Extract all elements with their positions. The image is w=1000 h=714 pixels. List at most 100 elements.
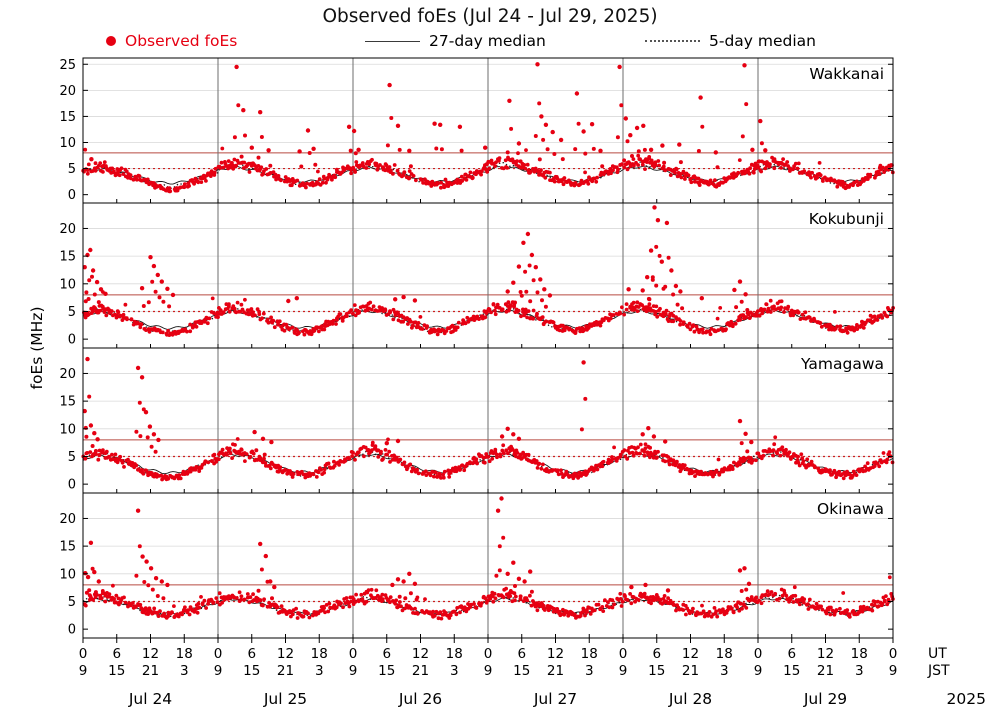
day-label: Jul 26 [398, 690, 442, 708]
jst-tick-label: 15 [243, 663, 260, 679]
station-label: Okinawa [817, 500, 884, 518]
jst-tick-label: 3 [720, 663, 729, 679]
jst-tick-label: 21 [547, 663, 564, 679]
y-tick-label: 0 [68, 623, 76, 638]
day-label: Jul 28 [668, 690, 712, 708]
legend-observed: Observed foEs [106, 32, 237, 50]
day-label: Jul 25 [263, 690, 307, 708]
ut-tick-label: 12 [682, 646, 699, 662]
jst-tick-label: 9 [754, 663, 763, 679]
y-tick-label: 10 [59, 277, 76, 292]
y-tick-label: 0 [68, 333, 76, 348]
jst-tick-label: 15 [108, 663, 125, 679]
y-tick-label: 5 [68, 162, 76, 177]
ut-tick-label: 18 [581, 646, 598, 662]
y-tick-label: 15 [59, 110, 76, 125]
day-label: Jul 27 [533, 690, 577, 708]
legend-median27: 27-day median [365, 32, 546, 50]
ut-tick-label: 12 [817, 646, 834, 662]
y-tick-label: 10 [59, 136, 76, 151]
y-tick-label: 5 [68, 305, 76, 320]
y-tick-label: 15 [59, 540, 76, 555]
y-tick-label: 20 [59, 84, 76, 99]
jst-tick-label: 9 [619, 663, 628, 679]
jst-tick-label: 3 [450, 663, 459, 679]
day-label: Jul 29 [803, 690, 847, 708]
jst-tick-label: 3 [180, 663, 189, 679]
station-label: Yamagawa [800, 355, 884, 373]
ut-tick-label: 12 [277, 646, 294, 662]
jst-tick-label: 9 [349, 663, 358, 679]
chart-title: Observed foEs (Jul 24 - Jul 29, 2025) [322, 6, 658, 27]
jst-tick-label: 15 [378, 663, 395, 679]
y-tick-label: 10 [59, 422, 76, 437]
jst-tick-label: 3 [855, 663, 864, 679]
ut-tick-label: 6 [247, 646, 256, 662]
ut-tick-label: 18 [446, 646, 463, 662]
jst-tick-label: 15 [648, 663, 665, 679]
y-tick-label: 0 [68, 188, 76, 203]
y-tick-label: 20 [59, 512, 76, 527]
jst-unit-label: JST [927, 663, 950, 679]
legend-median5-label: 5-day median [709, 32, 816, 50]
ut-tick-label: 12 [412, 646, 429, 662]
y-tick-label: 15 [59, 395, 76, 410]
ut-tick-label: 0 [754, 646, 763, 662]
ut-tick-label: 0 [484, 646, 493, 662]
ut-tick-label: 18 [311, 646, 328, 662]
observed-points [81, 62, 895, 194]
y-tick-label: 5 [68, 450, 76, 465]
ut-unit-label: UT [928, 646, 947, 662]
jst-tick-label: 15 [513, 663, 530, 679]
ut-tick-label: 6 [652, 646, 661, 662]
ut-tick-label: 6 [517, 646, 526, 662]
ut-tick-label: 0 [349, 646, 358, 662]
ut-tick-label: 6 [787, 646, 796, 662]
legend-median5: 5-day median [645, 32, 816, 50]
jst-tick-label: 3 [585, 663, 594, 679]
jst-tick-label: 21 [682, 663, 699, 679]
legend-observed-label: Observed foEs [125, 32, 238, 50]
y-tick-label: 10 [59, 567, 76, 582]
jst-tick-label: 3 [315, 663, 324, 679]
observed-points [82, 205, 895, 337]
solid-line-icon [365, 40, 420, 42]
ut-tick-label: 0 [889, 646, 898, 662]
dotted-line-icon [645, 40, 700, 42]
observed-points [82, 496, 895, 621]
legend-median27-label: 27-day median [429, 32, 546, 50]
jst-tick-label: 21 [412, 663, 429, 679]
ut-tick-label: 18 [716, 646, 733, 662]
jst-tick-label: 9 [889, 663, 898, 679]
y-tick-label: 20 [59, 367, 76, 382]
median5-line [82, 161, 891, 190]
ut-tick-label: 0 [619, 646, 628, 662]
y-tick-label: 5 [68, 595, 76, 610]
observed-dot-icon [106, 36, 116, 46]
y-tick-label: 20 [59, 222, 76, 237]
y-tick-label: 15 [59, 250, 76, 265]
observed-points [81, 356, 895, 482]
jst-tick-label: 15 [783, 663, 800, 679]
ut-tick-label: 0 [79, 646, 88, 662]
ut-tick-label: 6 [112, 646, 121, 662]
station-label: Kokubunji [809, 210, 884, 228]
jst-tick-label: 9 [79, 663, 88, 679]
y-tick-label: 0 [68, 478, 76, 493]
ut-tick-label: 18 [176, 646, 193, 662]
ut-tick-label: 12 [142, 646, 159, 662]
year-label: 2025 [947, 690, 986, 708]
day-label: Jul 24 [128, 690, 172, 708]
station-label: Wakkanai [809, 65, 884, 83]
ut-tick-label: 12 [547, 646, 564, 662]
ut-tick-label: 6 [382, 646, 391, 662]
jst-tick-label: 9 [214, 663, 223, 679]
ut-tick-label: 0 [214, 646, 223, 662]
jst-tick-label: 21 [277, 663, 294, 679]
y-tick-label: 25 [59, 58, 76, 73]
jst-tick-label: 9 [484, 663, 493, 679]
ut-tick-label: 18 [851, 646, 868, 662]
jst-tick-label: 21 [817, 663, 834, 679]
